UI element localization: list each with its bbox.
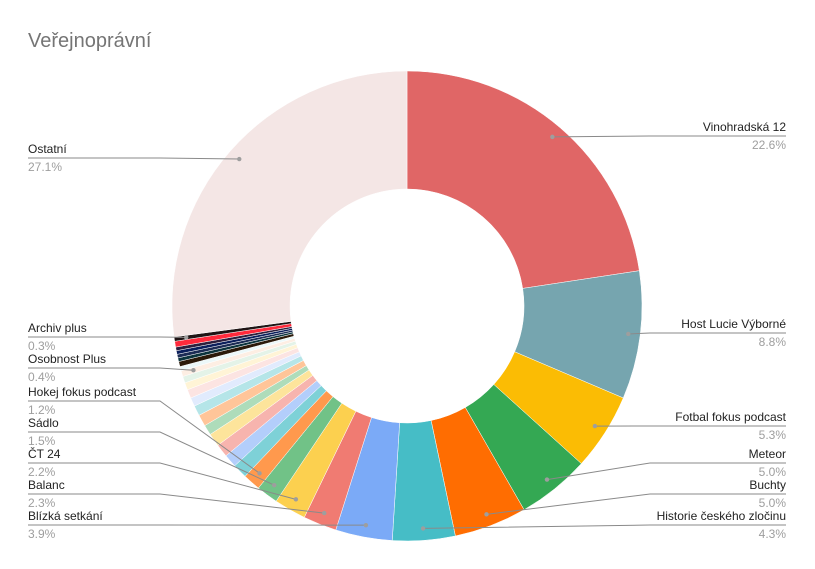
- slice-percent: 5.3%: [759, 428, 787, 442]
- slice-label: Osobnost Plus: [28, 352, 106, 366]
- labels-group: Vinohradská 12 22.6% Host Lucie Výborné 8.8…: [28, 120, 787, 541]
- slice-label: Historie českého zločinu: [657, 509, 786, 523]
- slice-percent: 8.8%: [759, 335, 787, 349]
- leader-dot: [191, 368, 196, 373]
- slice-percent: 2.2%: [28, 465, 56, 479]
- slice-percent: 5.0%: [759, 496, 787, 510]
- leader-dot: [272, 482, 277, 488]
- leader-line: [28, 157, 240, 160]
- leader-dot: [184, 335, 189, 340]
- slice-percent: 0.3%: [28, 339, 56, 353]
- slice-percent: 22.6%: [752, 138, 786, 152]
- slice-label: Meteor: [749, 447, 786, 461]
- slice-label: Archiv plus: [28, 321, 87, 335]
- slice-label: Vinohradská 12: [703, 120, 787, 134]
- slice-label: Fotbal fokus podcast: [675, 410, 786, 424]
- leader-dot: [484, 512, 489, 517]
- leader-line: [28, 367, 194, 371]
- slice-label: Blízká setkání: [28, 509, 103, 523]
- leader-dot: [626, 331, 631, 337]
- leader-line: [552, 135, 786, 138]
- slice-percent: 5.0%: [759, 465, 787, 479]
- leader-dot: [550, 134, 555, 140]
- slice-label: Balanc: [28, 478, 65, 492]
- leader-lines-group: [28, 134, 786, 531]
- leader-line: [546, 462, 786, 481]
- slice-percent: 1.5%: [28, 434, 56, 448]
- leader-dot: [363, 522, 369, 528]
- slice-ostatn-[interactable]: [171, 70, 408, 338]
- leader-line: [28, 462, 297, 500]
- slice-vinohradsk-12[interactable]: [406, 70, 640, 289]
- leader-line: [628, 332, 786, 335]
- leader-dot: [420, 526, 426, 531]
- slice-percent: 3.9%: [28, 527, 56, 541]
- chart-title: Veřejnoprávní: [28, 30, 152, 52]
- leader-line: [423, 524, 786, 529]
- slice-label: Ostatní: [28, 142, 67, 156]
- leader-line: [486, 493, 786, 515]
- slice-label: Host Lucie Výborné: [681, 317, 786, 331]
- leader-line: [28, 400, 260, 474]
- leader-dot: [293, 497, 299, 502]
- slice-label: Buchty: [749, 478, 786, 492]
- leader-dot: [544, 477, 550, 482]
- slice-percent: 0.4%: [28, 370, 56, 384]
- leader-dot: [322, 510, 327, 516]
- leader-line: [28, 493, 325, 514]
- slice-percent: 2.3%: [28, 496, 56, 510]
- leader-dot: [237, 156, 242, 162]
- slice-percent: 27.1%: [28, 160, 62, 174]
- slice-percent: 1.2%: [28, 403, 56, 417]
- slice-label: Sádlo: [28, 416, 59, 430]
- slices-group: [171, 70, 643, 542]
- leader-dot: [592, 423, 598, 429]
- slice-label: ČT 24: [28, 446, 61, 461]
- slice-percent: 4.3%: [759, 527, 787, 541]
- leader-dot: [257, 471, 262, 476]
- slice-label: Hokej fokus podcast: [28, 385, 137, 399]
- leader-line: [28, 431, 275, 486]
